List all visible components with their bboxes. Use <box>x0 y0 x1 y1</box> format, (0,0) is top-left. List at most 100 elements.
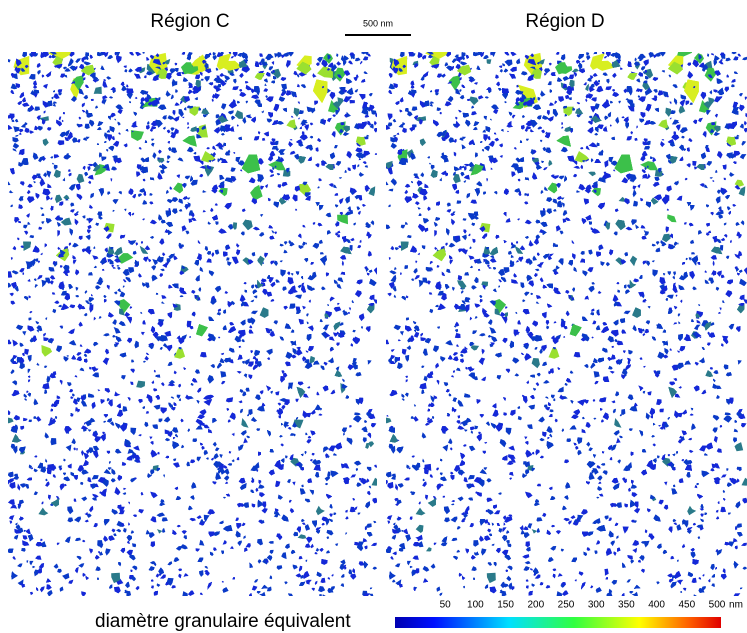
grain <box>13 126 20 133</box>
grain <box>199 592 203 596</box>
grain <box>27 368 31 374</box>
grain <box>427 417 430 421</box>
grain <box>463 444 467 447</box>
grain <box>679 98 686 107</box>
grain <box>178 209 183 212</box>
grain <box>552 175 559 180</box>
grain <box>46 584 52 590</box>
grain <box>224 481 229 484</box>
grain <box>106 284 110 290</box>
grain <box>469 445 476 452</box>
grain <box>105 548 111 556</box>
grain <box>173 402 177 406</box>
grain <box>356 206 360 211</box>
grain <box>180 290 187 295</box>
grain <box>36 362 40 366</box>
grain <box>283 372 288 378</box>
grain <box>513 329 519 337</box>
grain <box>525 546 531 552</box>
grain <box>430 395 435 403</box>
grain <box>281 422 284 426</box>
grain <box>276 52 283 58</box>
grain <box>85 54 89 61</box>
grain <box>716 189 721 195</box>
grain <box>489 327 497 334</box>
grain <box>81 469 89 475</box>
grain <box>744 96 747 101</box>
grain <box>85 300 90 305</box>
grain <box>426 280 431 285</box>
grain <box>720 58 723 62</box>
grain <box>161 219 166 224</box>
grain <box>23 393 27 398</box>
grain <box>102 98 107 105</box>
grain <box>188 505 193 511</box>
grain <box>11 282 17 289</box>
grain <box>172 427 179 433</box>
grain <box>172 529 177 535</box>
grain <box>197 557 204 563</box>
grain <box>614 339 618 343</box>
grain <box>273 320 278 325</box>
grain <box>307 386 311 389</box>
grain <box>88 180 92 185</box>
grain <box>60 326 64 329</box>
grain <box>540 90 546 97</box>
grain <box>302 305 306 310</box>
grain <box>520 282 525 289</box>
grain <box>26 477 32 481</box>
grain <box>324 313 330 319</box>
grain <box>360 153 365 159</box>
grain <box>645 320 651 325</box>
grain <box>152 75 159 81</box>
grain <box>285 543 290 549</box>
grain <box>14 134 19 137</box>
grain <box>506 540 510 544</box>
grain <box>126 316 132 324</box>
grain <box>293 531 298 537</box>
grain <box>334 442 343 450</box>
grain <box>155 336 161 342</box>
grain <box>659 427 664 430</box>
grain <box>737 53 742 57</box>
grain <box>169 68 176 74</box>
grain <box>680 94 687 100</box>
grain <box>510 409 516 416</box>
grain <box>271 61 275 65</box>
grain <box>535 449 540 456</box>
grain-map <box>8 52 377 596</box>
grain <box>301 518 305 523</box>
grain <box>151 138 155 141</box>
grain <box>223 309 227 314</box>
grain <box>444 101 452 107</box>
grain <box>95 285 101 290</box>
grain <box>357 245 362 249</box>
grain <box>102 164 109 169</box>
grain <box>342 236 347 240</box>
grain <box>189 106 200 116</box>
grain <box>652 269 658 277</box>
grain <box>292 194 298 202</box>
grain <box>204 424 210 429</box>
grain <box>166 129 171 134</box>
grain <box>242 116 247 124</box>
grain <box>84 348 92 354</box>
grain <box>718 214 723 219</box>
grain <box>607 357 613 362</box>
grain <box>565 94 570 100</box>
grain <box>543 380 550 384</box>
grain <box>210 82 214 86</box>
grain <box>250 478 255 484</box>
grain <box>349 245 353 252</box>
grain <box>172 441 180 449</box>
grain <box>169 186 173 190</box>
grain <box>296 139 302 145</box>
grain <box>716 549 723 556</box>
grain <box>103 535 109 542</box>
grain <box>98 316 102 319</box>
grain <box>440 356 446 362</box>
grain <box>358 313 365 322</box>
grain <box>106 398 110 402</box>
grain <box>110 112 116 118</box>
grain <box>37 275 43 280</box>
